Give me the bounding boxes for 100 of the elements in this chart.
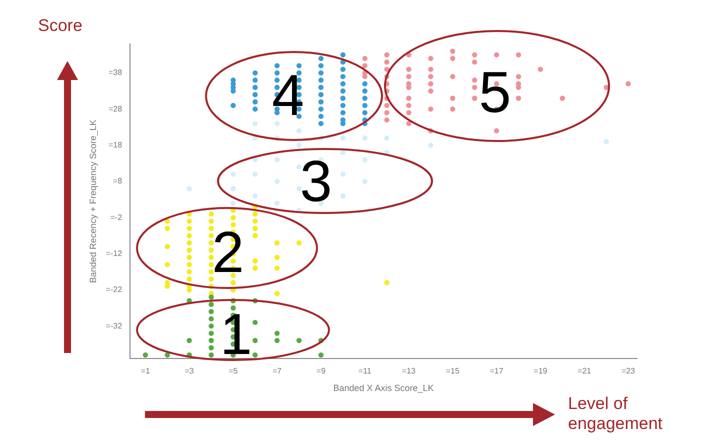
point: [208, 323, 214, 329]
point: [208, 338, 214, 344]
point: [230, 102, 236, 108]
point: [384, 280, 390, 286]
point: [362, 56, 368, 62]
point: [164, 226, 170, 232]
point: [186, 248, 192, 253]
point: [274, 338, 280, 344]
point: [274, 266, 280, 271]
point: [208, 316, 214, 322]
point: [208, 276, 214, 282]
point: [340, 88, 346, 94]
point: [230, 305, 236, 311]
annotation: 1: [220, 302, 252, 367]
point: [318, 63, 324, 68]
point: [186, 276, 192, 282]
point: [274, 254, 280, 260]
x-tick-label: =3: [184, 366, 194, 376]
point: [186, 254, 192, 260]
point: [230, 272, 236, 278]
annotation: 4: [272, 63, 304, 128]
point: [230, 280, 236, 286]
point: [318, 120, 324, 126]
x-tick-label: =5: [228, 366, 238, 376]
point: [186, 338, 192, 344]
point: [186, 226, 192, 232]
point: [626, 81, 631, 86]
point: [318, 99, 324, 104]
point: [340, 135, 346, 141]
point: [340, 74, 346, 80]
point: [296, 338, 302, 344]
point: [362, 135, 368, 141]
point: [208, 269, 214, 274]
point: [274, 120, 280, 126]
point: [252, 78, 258, 83]
x-tick-label: =13: [402, 366, 416, 376]
x-tick-label: =9: [316, 366, 326, 376]
point: [186, 269, 192, 274]
point: [274, 240, 280, 246]
point: [208, 248, 214, 253]
point: [340, 102, 346, 108]
x-axis-title: Banded X Axis Score_LK: [333, 383, 434, 394]
point: [318, 106, 324, 112]
text: Score: [38, 16, 82, 36]
point: [252, 226, 258, 232]
point: [186, 262, 192, 268]
annotation: 5: [478, 60, 512, 125]
point: [340, 52, 346, 58]
point: [208, 345, 214, 350]
y-tick-label: =38: [108, 68, 123, 78]
point: [340, 96, 346, 101]
point: [252, 120, 258, 126]
point: [230, 222, 236, 228]
y-tick-label: =-12: [106, 248, 123, 258]
point: [186, 218, 192, 224]
point: [208, 240, 214, 246]
point: [318, 92, 324, 98]
point: [252, 233, 258, 238]
point: [164, 244, 170, 250]
point: [208, 262, 214, 268]
point: [362, 110, 368, 116]
point: [252, 320, 258, 326]
point: [208, 352, 214, 358]
point: [362, 81, 368, 86]
point: [252, 106, 258, 112]
point: [362, 88, 368, 94]
x-tick-label: =11: [358, 366, 372, 376]
point: [252, 218, 258, 224]
point: [274, 63, 280, 68]
point: [362, 63, 368, 68]
point: [252, 84, 258, 90]
point: [252, 70, 258, 76]
point: [274, 290, 280, 296]
point: [296, 63, 302, 68]
point: [362, 102, 368, 108]
y-tick-label: =18: [108, 140, 123, 150]
x-tick-label: =15: [446, 366, 460, 376]
x-tick-label: =19: [534, 366, 548, 376]
point: [318, 84, 324, 90]
point: [318, 56, 324, 62]
point: [252, 352, 258, 358]
point: [186, 186, 192, 192]
y-tick-label: =-32: [106, 321, 123, 330]
point: [318, 352, 324, 358]
point: [252, 338, 258, 344]
point: [164, 262, 170, 268]
point: [208, 226, 214, 232]
point: [252, 92, 258, 98]
point: [296, 128, 302, 134]
point: [340, 81, 346, 86]
point: [274, 330, 280, 336]
point: [318, 78, 324, 83]
point: [208, 308, 214, 314]
annotation: 2: [212, 220, 244, 285]
point: [318, 70, 324, 76]
annotation: 3: [300, 149, 332, 214]
point: [252, 99, 258, 104]
point: [208, 211, 214, 217]
point: [208, 330, 214, 336]
y-tick-label: =8: [112, 176, 123, 186]
